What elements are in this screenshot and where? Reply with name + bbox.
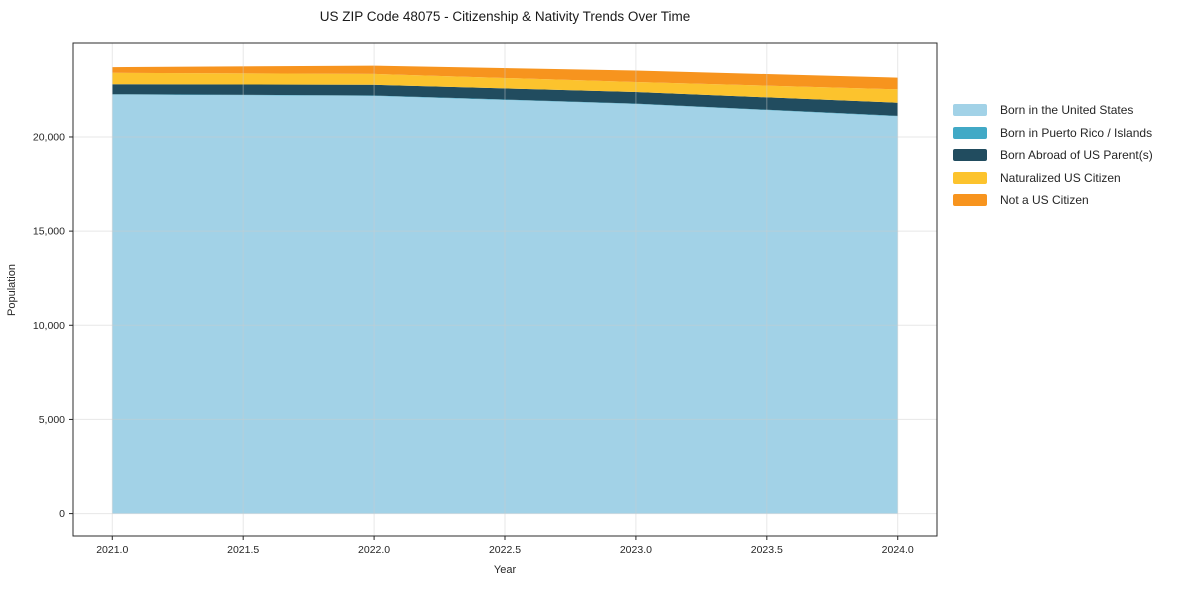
x-tick-label: 2021.0 xyxy=(96,544,128,556)
legend-item-not-a-us-citizen: Not a US Citizen xyxy=(953,194,1153,206)
legend-swatch-icon xyxy=(953,104,987,116)
legend-label: Born Abroad of US Parent(s) xyxy=(1000,148,1153,162)
x-tick-label: 2022.5 xyxy=(489,544,521,556)
legend-item-born-abroad-of-us-parent-s-: Born Abroad of US Parent(s) xyxy=(953,149,1153,161)
legend-swatch-icon xyxy=(953,149,987,161)
y-tick-label: 10,000 xyxy=(33,320,65,332)
chart-title: US ZIP Code 48075 - Citizenship & Nativi… xyxy=(319,9,691,24)
legend-label: Born in the United States xyxy=(1000,103,1134,117)
legend-item-born-in-the-united-states: Born in the United States xyxy=(953,104,1153,116)
area-born-abroad-of-us-parent-s- xyxy=(112,84,898,116)
area-born-in-the-united-states xyxy=(112,94,898,514)
legend: Born in the United States Born in Puerto … xyxy=(953,104,1153,206)
y-tick-label: 0 xyxy=(59,508,65,520)
legend-label: Naturalized US Citizen xyxy=(1000,170,1121,185)
legend-swatch-icon xyxy=(953,194,987,206)
legend-swatch-icon xyxy=(953,171,987,184)
legend-item-born-in-puerto-rico-islands: Born in Puerto Rico / Islands xyxy=(953,125,1153,140)
x-tick-label: 2022.0 xyxy=(358,544,390,556)
y-tick-label: 15,000 xyxy=(33,226,65,238)
legend-swatch-icon xyxy=(953,126,987,139)
legend-label: Born in Puerto Rico / Islands xyxy=(1000,125,1153,140)
x-tick-label: 2021.5 xyxy=(227,544,259,556)
x-tick-label: 2023.5 xyxy=(751,544,783,556)
area-not-a-us-citizen xyxy=(112,65,898,90)
legend-label: Not a US Citizen xyxy=(1000,193,1089,207)
legend-item-naturalized-us-citizen: Naturalized US Citizen xyxy=(953,170,1153,185)
x-tick-label: 2023.0 xyxy=(620,544,652,556)
y-axis-label: Population xyxy=(6,264,18,316)
area-naturalized-us-citizen xyxy=(112,72,898,103)
y-tick-label: 20,000 xyxy=(33,131,65,143)
x-tick-label: 2024.0 xyxy=(882,544,914,556)
x-axis-label: Year xyxy=(493,564,517,576)
y-tick-label: 5,000 xyxy=(39,414,65,426)
